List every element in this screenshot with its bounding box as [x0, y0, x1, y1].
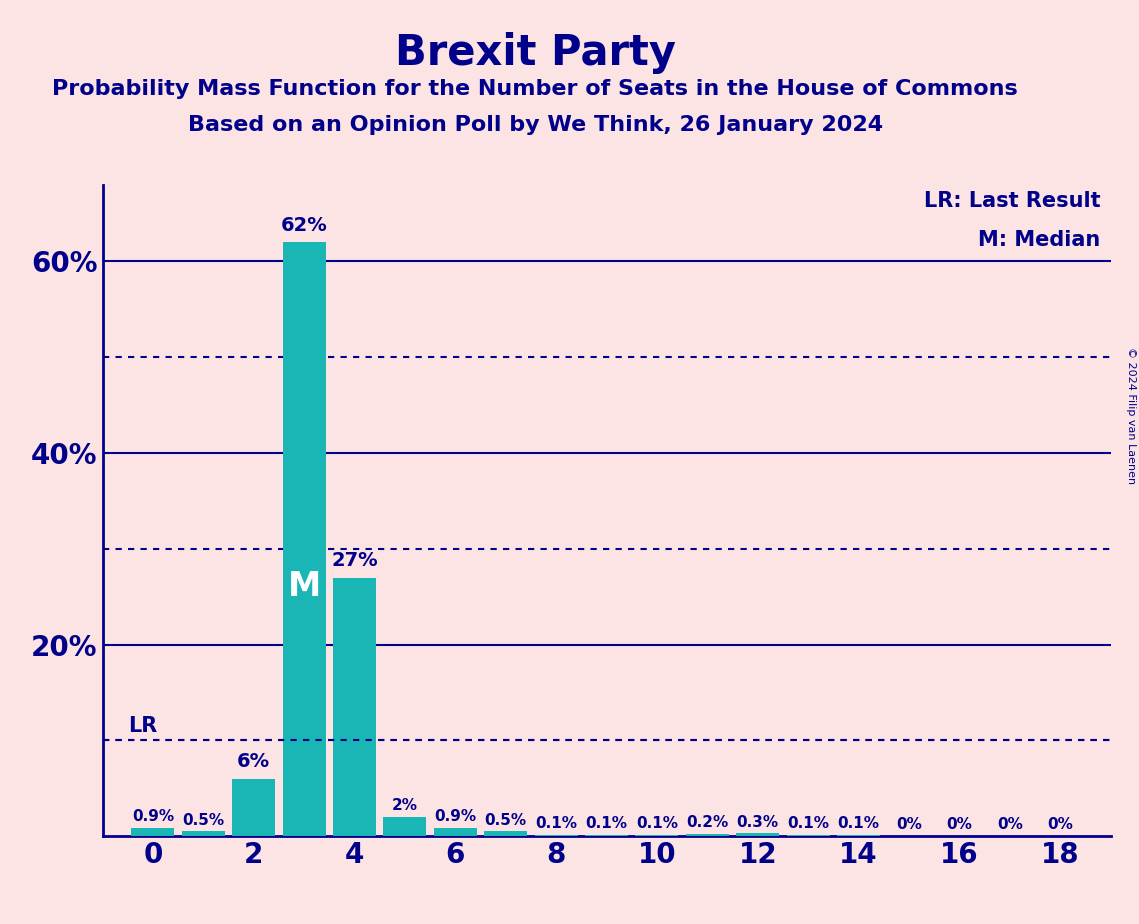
Text: Probability Mass Function for the Number of Seats in the House of Commons: Probability Mass Function for the Number… — [52, 79, 1018, 99]
Bar — [585, 835, 628, 836]
Text: Brexit Party: Brexit Party — [395, 32, 675, 74]
Text: 0.1%: 0.1% — [585, 817, 628, 832]
Bar — [384, 817, 426, 836]
Text: 6%: 6% — [237, 752, 270, 771]
Text: 0.5%: 0.5% — [182, 812, 224, 828]
Bar — [636, 835, 679, 836]
Text: 0.1%: 0.1% — [787, 817, 829, 832]
Text: M: Median: M: Median — [978, 230, 1100, 250]
Bar — [686, 834, 729, 836]
Text: M: M — [287, 570, 321, 603]
Text: 0.2%: 0.2% — [686, 816, 729, 831]
Bar — [837, 835, 880, 836]
Bar — [434, 828, 477, 836]
Text: Based on an Opinion Poll by We Think, 26 January 2024: Based on an Opinion Poll by We Think, 26… — [188, 115, 883, 135]
Text: 0%: 0% — [997, 818, 1023, 833]
Bar — [333, 578, 376, 836]
Text: 0%: 0% — [1047, 818, 1073, 833]
Bar — [736, 833, 779, 836]
Bar — [232, 779, 276, 836]
Bar — [131, 828, 174, 836]
Text: 0.3%: 0.3% — [737, 815, 779, 830]
Text: 27%: 27% — [331, 551, 378, 570]
Text: 0.5%: 0.5% — [485, 812, 526, 828]
Bar — [282, 242, 326, 836]
Bar — [534, 835, 577, 836]
Bar — [787, 835, 829, 836]
Bar — [182, 832, 224, 836]
Text: 0.1%: 0.1% — [636, 817, 678, 832]
Bar — [484, 832, 527, 836]
Text: 0%: 0% — [896, 818, 921, 833]
Text: © 2024 Filip van Laenen: © 2024 Filip van Laenen — [1126, 347, 1136, 484]
Text: 2%: 2% — [392, 798, 418, 813]
Text: LR: Last Result: LR: Last Result — [924, 191, 1100, 212]
Text: LR: LR — [128, 715, 157, 736]
Text: 0.9%: 0.9% — [132, 808, 174, 824]
Text: 0.1%: 0.1% — [837, 817, 879, 832]
Text: 0%: 0% — [947, 818, 973, 833]
Text: 0.1%: 0.1% — [535, 817, 577, 832]
Text: 0.9%: 0.9% — [434, 808, 476, 824]
Text: 62%: 62% — [280, 215, 328, 235]
